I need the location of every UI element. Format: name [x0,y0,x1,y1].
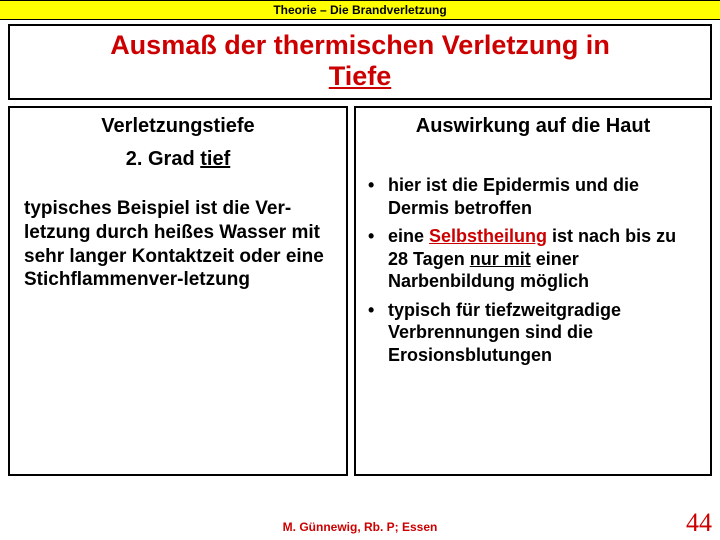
title-line-1: Ausmaß der thermischen Verletzung in [110,30,610,60]
bullet-text: hier ist die Epidermis und die Dermis be… [388,174,698,219]
content-columns: Verletzungstiefe 2. Grad tief typisches … [8,106,712,476]
right-column: Auswirkung auf die Haut • hier ist die E… [354,106,712,476]
top-banner: Theorie – Die Brandverletzung [0,0,720,20]
bullet-text: eine Selbstheilung ist nach bis zu 28 Ta… [388,225,698,293]
emphasis-underline: nur mit [470,249,531,269]
title-line-2: Tiefe [329,61,392,91]
bullet-item: • hier ist die Epidermis und die Dermis … [368,174,698,219]
left-subheading: 2. Grad tief [20,148,336,171]
bullet-item: • eine Selbstheilung ist nach bis zu 28 … [368,225,698,293]
slide-title: Ausmaß der thermischen Verletzung in Tie… [16,30,704,92]
bullet-dot: • [368,299,388,367]
sub-prefix: 2. Grad [126,148,200,170]
left-body: typisches Beispiel ist die Ver-letzung d… [20,197,336,292]
sub-underlined: tief [200,148,230,170]
title-box: Ausmaß der thermischen Verletzung in Tie… [8,24,712,100]
footer-author: M. Günnewig, Rb. P; Essen [0,520,720,534]
page-number: 44 [686,508,712,538]
bullet-text: typisch für tiefzweitgradige Verbrennung… [388,299,698,367]
left-column: Verletzungstiefe 2. Grad tief typisches … [8,106,348,476]
bullet-list: • hier ist die Epidermis und die Dermis … [366,174,700,366]
emphasis-red: Selbstheilung [429,226,547,246]
bullet-item: • typisch für tiefzweitgradige Verbrennu… [368,299,698,367]
right-heading: Auswirkung auf die Haut [366,114,700,138]
left-heading: Verletzungstiefe [20,114,336,138]
banner-text: Theorie – Die Brandverletzung [273,3,446,17]
bullet-dot: • [368,225,388,293]
bullet-dot: • [368,174,388,219]
